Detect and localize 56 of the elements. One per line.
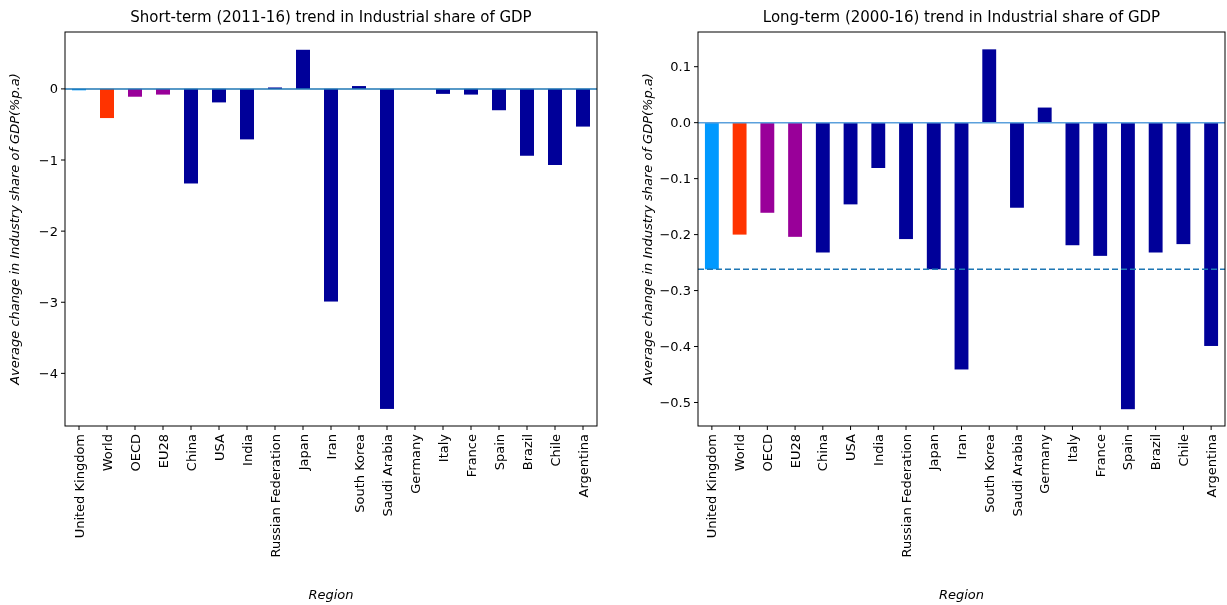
y-tick-label: 0.0 — [670, 115, 691, 131]
x-tick-label: Saudi Arabia — [1009, 434, 1025, 517]
x-tick-label: World — [99, 434, 115, 472]
x-tick-label: OECD — [759, 434, 775, 472]
x-tick-label: Brazil — [1148, 434, 1164, 471]
x-tick-label: Germany — [407, 433, 423, 494]
x-tick-label: India — [870, 434, 886, 466]
x-tick-label: Germany — [1037, 433, 1053, 494]
x-tick-label: USA — [211, 433, 227, 461]
x-tick-label: Brazil — [519, 434, 535, 471]
x-tick-label: Saudi Arabia — [379, 434, 395, 517]
y-tick-label: −0.1 — [659, 171, 691, 187]
x-tick-label: Argentina — [575, 434, 591, 498]
x-axis-title: Region — [938, 587, 985, 602]
x-tick-label: Italy — [1065, 433, 1080, 463]
y-tick-label: −0.5 — [659, 395, 691, 411]
x-tick-label: South Korea — [351, 434, 367, 513]
x-tick-label: Iran — [954, 434, 970, 460]
y-axis-title: Average change in Industry share of GDP(%p.a) — [7, 73, 22, 386]
y-tick-label: 0 — [49, 81, 58, 97]
x-tick-label: Iran — [323, 434, 339, 460]
x-tick-label: Japan — [295, 434, 311, 472]
x-tick-label: Spain — [491, 434, 507, 471]
y-tick-label: −0.3 — [659, 283, 691, 299]
y-tick-label: −0.4 — [659, 339, 691, 355]
y-axis-title: Average change in Industry share of GDP(%p.a) — [640, 73, 655, 386]
x-tick-label: OECD — [127, 434, 143, 472]
x-tick-label: Chile — [547, 434, 563, 467]
x-tick-label: China — [183, 434, 199, 472]
x-tick-label: USA — [843, 433, 859, 461]
y-tick-label: 0.1 — [670, 59, 691, 75]
y-tick-label: −0.2 — [659, 227, 691, 243]
x-tick-label: Argentina — [1203, 434, 1219, 498]
x-axis-title: Region — [308, 587, 354, 602]
x-tick-label: South Korea — [981, 434, 997, 513]
x-tick-label: Japan — [926, 434, 942, 472]
x-tick-label: EU28 — [787, 434, 803, 469]
y-tick-label: −4 — [38, 365, 58, 381]
chart-title: Short-term (2011-16) trend in Industrial share of GDP — [130, 8, 532, 26]
x-tick-label: France — [463, 434, 479, 478]
x-tick-label: China — [815, 434, 831, 472]
x-tick-label: Italy — [435, 433, 451, 463]
x-tick-label: Russian Federation — [267, 434, 283, 558]
y-tick-label: −3 — [38, 294, 58, 310]
y-tick-label: −1 — [38, 152, 58, 168]
x-tick-label: United Kingdom — [704, 434, 720, 539]
x-tick-label: World — [732, 434, 748, 472]
x-tick-label: Spain — [1120, 434, 1136, 471]
x-tick-label: India — [239, 434, 255, 466]
x-tick-label: EU28 — [155, 434, 171, 469]
x-tick-label: Russian Federation — [898, 434, 914, 558]
y-tick-label: −2 — [38, 223, 58, 239]
x-tick-label: United Kingdom — [71, 434, 87, 539]
x-tick-label: France — [1092, 434, 1108, 478]
chart-title: Long-term (2000-16) trend in Industrial share of GDP — [762, 8, 1161, 26]
x-tick-label: Chile — [1175, 434, 1191, 467]
